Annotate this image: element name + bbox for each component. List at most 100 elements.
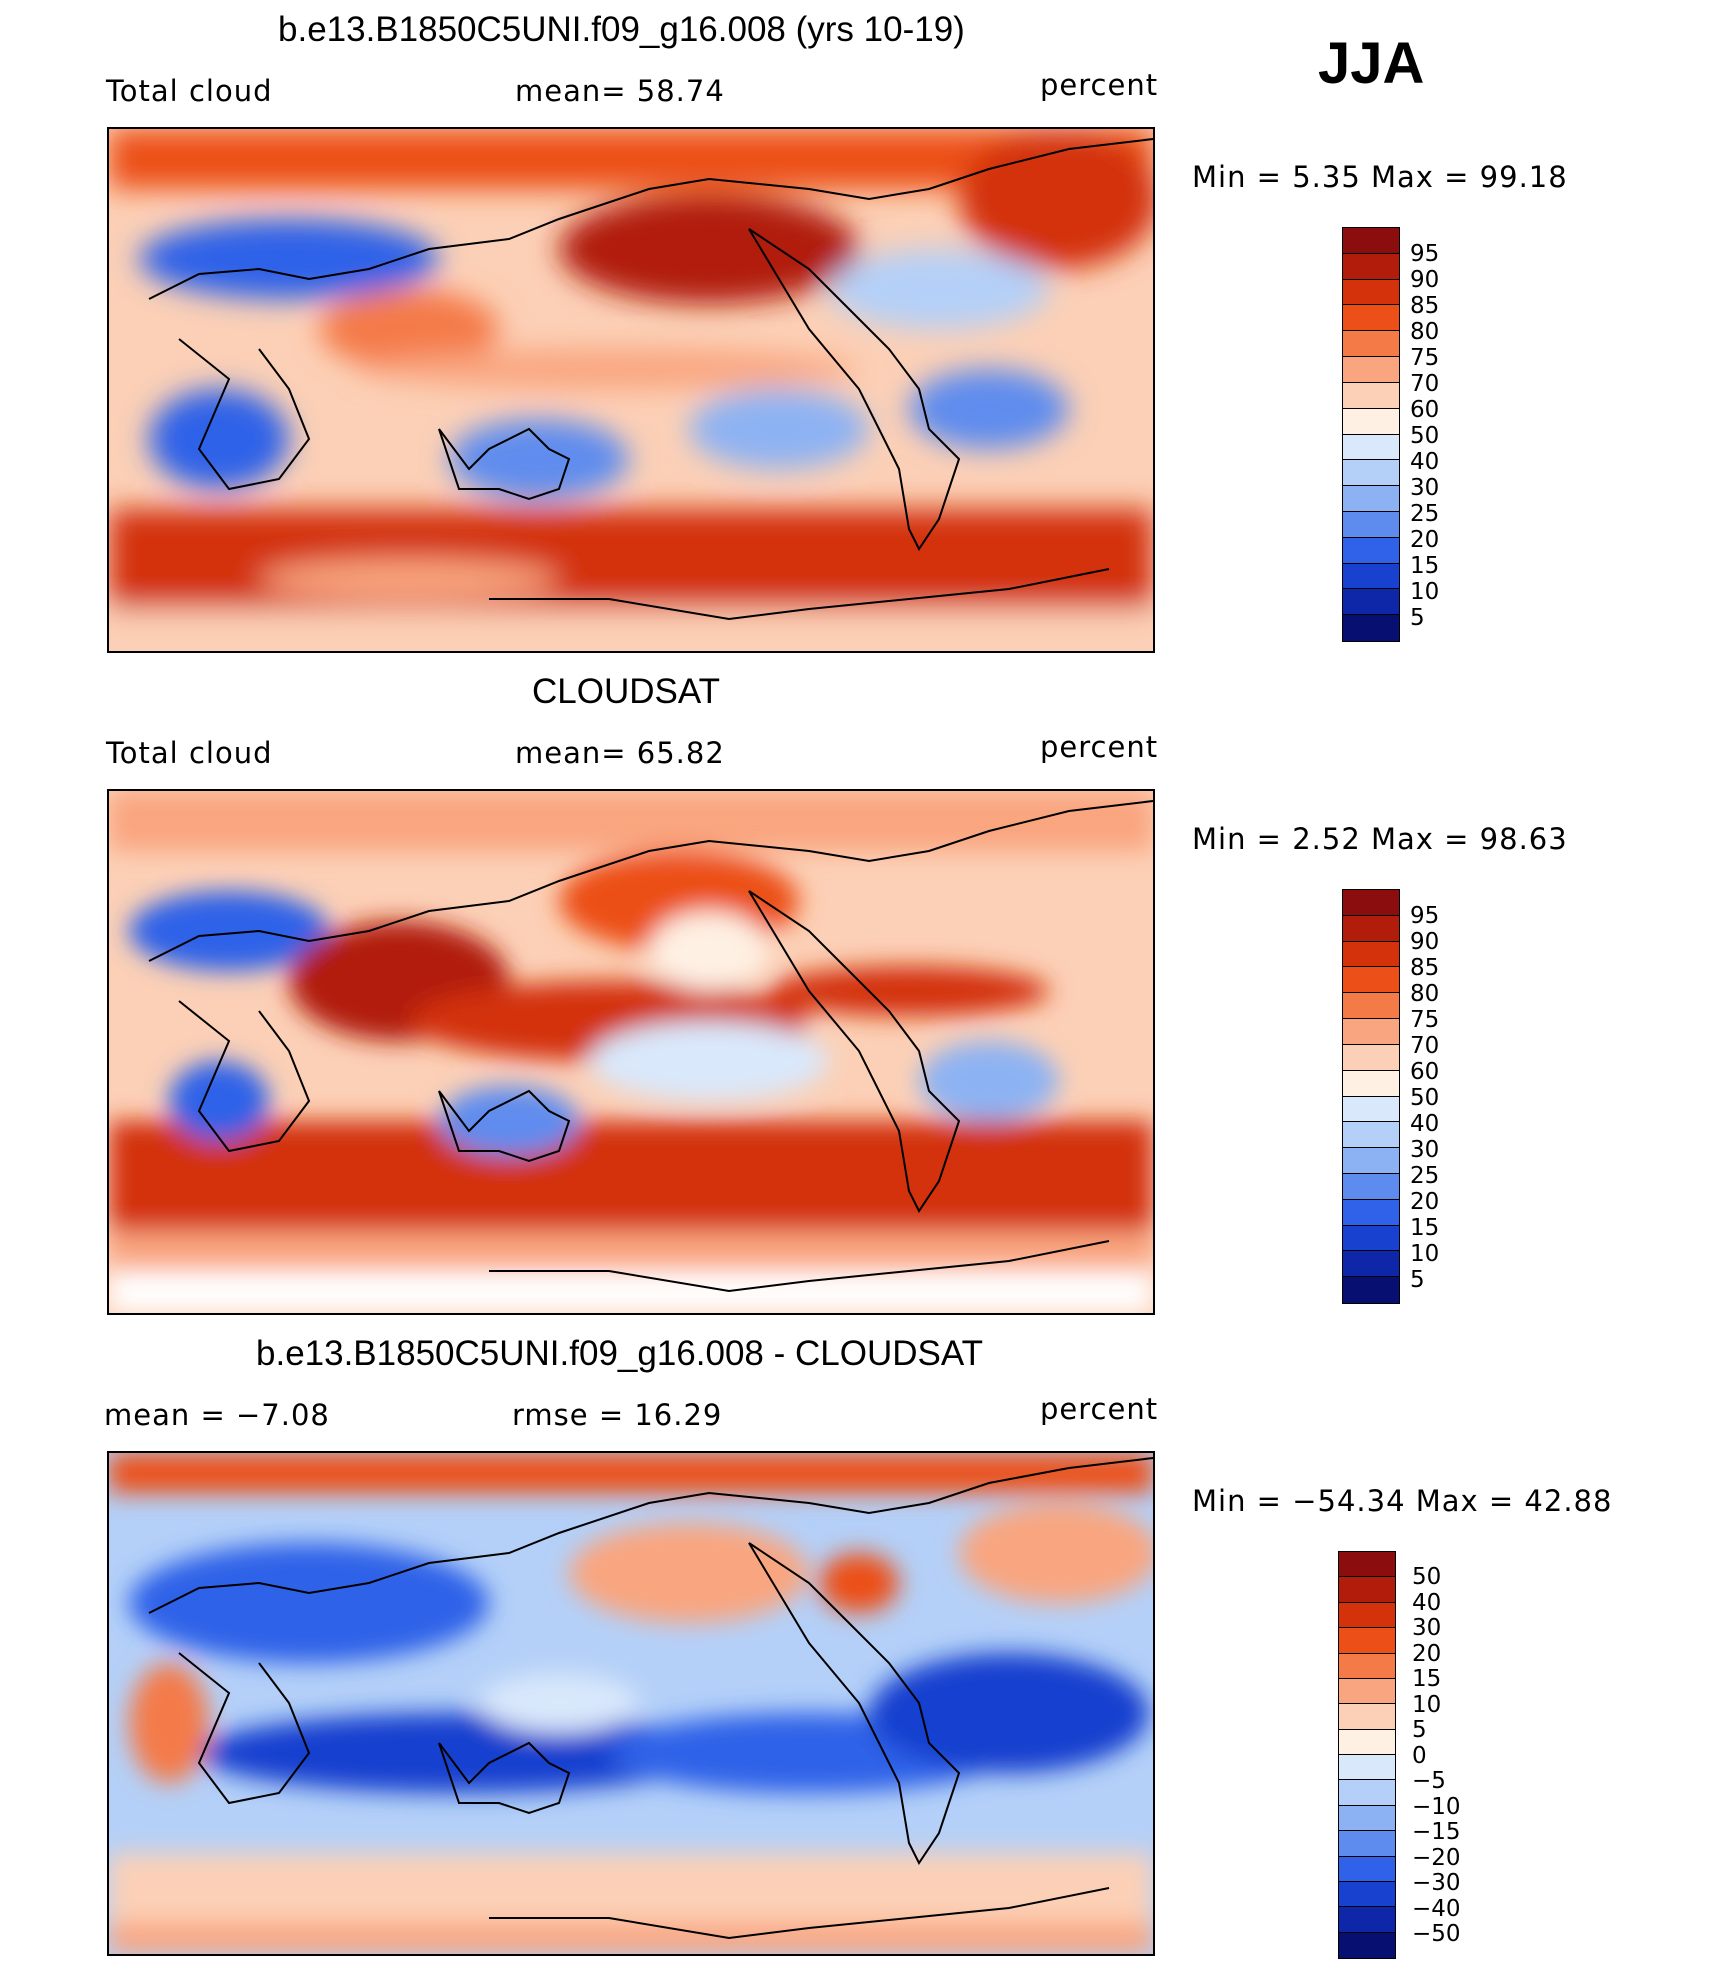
colorbar-cell: [1343, 993, 1399, 1020]
colorbar-cell: [1343, 1019, 1399, 1045]
colorbar-cell: [1339, 1780, 1395, 1806]
colorbar-cell: [1343, 1148, 1399, 1174]
colorbar-tick-label: 15: [1410, 1215, 1440, 1241]
colorbar-cell: [1343, 1070, 1399, 1097]
colorbar-cell: [1343, 228, 1399, 254]
colorbar-tick-label: 30: [1412, 1615, 1442, 1641]
colorbar-tick-label: 50: [1412, 1564, 1442, 1590]
colorbar-cell: [1343, 1277, 1399, 1303]
colorbar-cell: [1339, 1653, 1395, 1679]
panel3-minmax-label: Min = −54.34 Max = 42.88: [1192, 1484, 1613, 1518]
colorbar-cell: [1343, 253, 1399, 280]
colorbar-tick-label: 70: [1410, 371, 1440, 397]
panel2-title: CLOUDSAT: [532, 672, 720, 711]
colorbar-cell: [1343, 1225, 1399, 1252]
panel3-rmse-label: rmse = 16.29: [512, 1398, 723, 1432]
colorbar-tick-label: 90: [1410, 929, 1440, 955]
colorbar-cell: [1343, 1173, 1399, 1200]
colorbar-tick-label: −50: [1412, 1921, 1461, 1947]
colorbar-tick-label: 25: [1410, 1163, 1440, 1189]
colorbar-tick-label: 85: [1410, 955, 1440, 981]
colorbar-tick-label: 20: [1410, 527, 1440, 553]
colorbar-tick-label: 75: [1410, 345, 1440, 371]
panel2-minmax-label: Min = 2.52 Max = 98.63: [1192, 822, 1568, 856]
colorbar-tick-label: 15: [1412, 1666, 1442, 1692]
colorbar-tick-label: 30: [1410, 475, 1440, 501]
cloud-field-panel1: [109, 129, 1153, 651]
colorbar-tick-label: 5: [1410, 1267, 1425, 1293]
panel1-map: [107, 127, 1155, 653]
colorbar-cell: [1343, 357, 1399, 383]
colorbar-tick-label: 95: [1410, 241, 1440, 267]
colorbar-tick-label: 10: [1412, 1692, 1442, 1718]
coastlines-panel3: [148, 1457, 1153, 1940]
colorbar-cell: [1339, 1932, 1395, 1958]
colorbar-tick-label: 10: [1410, 579, 1440, 605]
colorbar-cell: [1339, 1552, 1395, 1578]
colorbar-tick-label: 70: [1410, 1033, 1440, 1059]
colorbar-cell: [1339, 1602, 1395, 1629]
colorbar-cell: [1343, 1251, 1399, 1278]
panel1-minmax-label: Min = 5.35 Max = 99.18: [1192, 160, 1568, 194]
colorbar-cell: [1339, 1831, 1395, 1857]
colorbar-tick-label: 90: [1410, 267, 1440, 293]
panel3-title: b.e13.B1850C5UNI.f09_g16.008 - CLOUDSAT: [256, 1334, 983, 1373]
colorbar-cell: [1343, 615, 1399, 641]
panel2-units-label: percent: [1040, 730, 1159, 764]
colorbar-cell: [1339, 1628, 1395, 1654]
panel2-mean-label: mean= 65.82: [515, 736, 725, 770]
panel3-map: [107, 1451, 1155, 1956]
colorbar-cell: [1343, 1199, 1399, 1226]
colorbar-cell: [1343, 890, 1399, 916]
colorbar-tick-label: 10: [1410, 1241, 1440, 1267]
colorbar-cell: [1343, 537, 1399, 564]
colorbar-cell: [1339, 1805, 1395, 1832]
colorbar-cell: [1339, 1729, 1395, 1755]
colorbar-tick-label: 25: [1410, 501, 1440, 527]
colorbar-cell: [1339, 1678, 1395, 1705]
panel2-colorbar: [1342, 889, 1400, 1304]
colorbar-cell: [1343, 1096, 1399, 1123]
colorbar-tick-label: 40: [1410, 449, 1440, 475]
cloud-field-panel2: [109, 791, 1153, 1313]
colorbar-cell: [1339, 1881, 1395, 1908]
colorbar-tick-label: 20: [1412, 1641, 1442, 1667]
colorbar-tick-label: 40: [1410, 1111, 1440, 1137]
colorbar-tick-label: 80: [1410, 319, 1440, 345]
colorbar-tick-label: 60: [1410, 397, 1440, 423]
colorbar-tick-label: −30: [1412, 1870, 1461, 1896]
colorbar-cell: [1343, 434, 1399, 461]
colorbar-cell: [1339, 1856, 1395, 1882]
colorbar-tick-label: −10: [1412, 1794, 1461, 1820]
panel1-title: b.e13.B1850C5UNI.f09_g16.008 (yrs 10-19): [278, 10, 965, 49]
panel2-left-label: Total cloud: [106, 736, 273, 770]
colorbar-tick-label: 85: [1410, 293, 1440, 319]
colorbar-cell: [1343, 1044, 1399, 1071]
panel1-left-label: Total cloud: [106, 74, 273, 108]
colorbar-cell: [1343, 511, 1399, 538]
colorbar-cell: [1343, 1122, 1399, 1149]
colorbar-tick-label: 40: [1412, 1590, 1442, 1616]
colorbar-cell: [1343, 941, 1399, 968]
colorbar-tick-label: 20: [1410, 1189, 1440, 1215]
colorbar-cell: [1343, 563, 1399, 590]
colorbar-cell: [1339, 1577, 1395, 1603]
colorbar-tick-label: −20: [1412, 1845, 1461, 1871]
panel1-colorbar: [1342, 227, 1400, 642]
panel3-colorbar: [1338, 1551, 1396, 1959]
colorbar-tick-label: 60: [1410, 1059, 1440, 1085]
colorbar-tick-label: 5: [1412, 1717, 1427, 1743]
colorbar-tick-label: 15: [1410, 553, 1440, 579]
coastlines-panel1: [148, 138, 1153, 621]
colorbar-cell: [1343, 967, 1399, 994]
colorbar-tick-label: 0: [1412, 1743, 1427, 1769]
colorbar-cell: [1343, 460, 1399, 487]
coastlines-panel2: [148, 800, 1153, 1293]
panel3-units-label: percent: [1040, 1392, 1159, 1426]
panel1-units-label: percent: [1040, 68, 1159, 102]
colorbar-cell: [1343, 589, 1399, 616]
colorbar-cell: [1339, 1907, 1395, 1933]
colorbar-tick-label: 50: [1410, 1085, 1440, 1111]
colorbar-tick-label: 5: [1410, 605, 1425, 631]
colorbar-cell: [1343, 486, 1399, 512]
